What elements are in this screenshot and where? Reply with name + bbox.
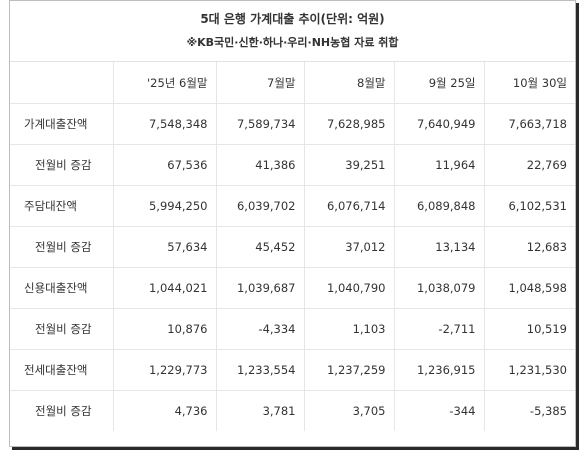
table-cell: 7,640,949 — [394, 103, 485, 145]
table-row: 주담대잔액 5,994,250 6,039,702 6,076,714 6,08… — [10, 185, 575, 227]
table-cell: 39,251 — [304, 144, 395, 186]
table-cell: 3,781 — [216, 390, 305, 431]
table-cell: -5,385 — [529, 404, 567, 418]
table-row: 전월비 증감 67,536 41,386 39,251 11,964 22,76… — [10, 144, 575, 186]
row-label: 전세대출잔액 — [10, 349, 114, 391]
table-cell: 1,044,021 — [113, 267, 217, 309]
table-cell: 6,089,848 — [394, 185, 485, 227]
table-cell: 1,048,598 — [484, 267, 575, 309]
page-title: 5대 은행 가계대출 추이(단위: 억원) — [200, 12, 385, 26]
table-cell: 6,039,702 — [216, 185, 305, 227]
table-cell: 7,628,985 — [304, 103, 395, 145]
row-label: 전월비 증감 — [10, 144, 114, 186]
table-cell: 1,236,915 — [394, 349, 485, 391]
table-row: 신용대출잔액 1,044,021 1,039,687 1,040,790 1,0… — [10, 267, 575, 309]
table-cell: -344 — [394, 390, 485, 431]
table-header-row: '25년 6월말 7월말 8월말 9월 25일 10월 30일 — [10, 62, 575, 104]
table-cell: 10,876 — [113, 308, 217, 350]
table-card: 5대 은행 가계대출 추이(단위: 억원) ※KB국민·신한·하나·우리·NH농… — [9, 0, 576, 447]
row-label: 전월비 증감 — [10, 226, 114, 268]
table-cell: 6,102,531 — [484, 185, 575, 227]
column-header-sep25: 9월 25일 — [394, 62, 485, 104]
table-cell: 37,012 — [304, 226, 395, 268]
table-cell: 12,683 — [484, 226, 575, 268]
table-cell: 7,548,348 — [113, 103, 217, 145]
table-cell: 45,452 — [216, 226, 305, 268]
table-cell: 5,994,250 — [113, 185, 217, 227]
source-note: ※KB국민·신한·하나·우리·NH농협 자료 취합 — [186, 36, 399, 49]
table-row: 전월비 증감 4,736 3,781 3,705 -344 -5,385 — [10, 390, 575, 431]
column-header-aug: 8월말 — [304, 62, 395, 104]
row-label: 전월비 증감 — [10, 390, 114, 431]
row-label: 주담대잔액 — [10, 185, 114, 227]
table-row: 전월비 증감 57,634 45,452 37,012 13,134 12,68… — [10, 226, 575, 268]
table-cell: 22,769 — [484, 144, 575, 186]
table-cell: 7,589,734 — [216, 103, 305, 145]
table-cell: 11,964 — [394, 144, 485, 186]
table-cell: 1,231,530 — [484, 349, 575, 391]
table-cell: 41,386 — [216, 144, 305, 186]
table-cell: 1,229,773 — [113, 349, 217, 391]
table-cell: -4,334 — [216, 308, 305, 350]
row-label: 전월비 증감 — [10, 308, 114, 350]
loan-balance-table: '25년 6월말 7월말 8월말 9월 25일 10월 30일 가계대출잔액 7… — [10, 62, 575, 431]
table-cell: 57,634 — [113, 226, 217, 268]
table-header: 5대 은행 가계대출 추이(단위: 억원) ※KB국민·신한·하나·우리·NH농… — [10, 1, 575, 62]
row-label: 신용대출잔액 — [10, 267, 114, 309]
table-cell: 6,076,714 — [304, 185, 395, 227]
table-cell: 1,103 — [304, 308, 395, 350]
column-header-oct30: 10월 30일 — [484, 62, 575, 104]
table-cell: 7,663,718 — [484, 103, 575, 145]
table-cell: 1,038,079 — [394, 267, 485, 309]
table-cell: 1,040,790 — [304, 267, 395, 309]
table-cell: 1,039,687 — [216, 267, 305, 309]
table-row: 전월비 증감 10,876 -4,334 1,103 -2,711 10,519 — [10, 308, 575, 350]
table-row: 전세대출잔액 1,229,773 1,233,554 1,237,259 1,2… — [10, 349, 575, 391]
table-row: 가계대출잔액 7,548,348 7,589,734 7,628,985 7,6… — [10, 103, 575, 145]
table-cell: -2,711 — [394, 308, 485, 350]
table-cell: 1,237,259 — [304, 349, 395, 391]
table-cell: 10,519 — [484, 308, 575, 350]
table-cell: 13,134 — [394, 226, 485, 268]
row-label: 가계대출잔액 — [10, 103, 114, 145]
column-header-jun: '25년 6월말 — [113, 62, 217, 104]
table-cell: 67,536 — [113, 144, 217, 186]
column-header-jul: 7월말 — [216, 62, 305, 104]
table-cell: 1,233,554 — [216, 349, 305, 391]
table-cell: 4,736 — [113, 390, 217, 431]
column-header-label — [10, 62, 114, 104]
table-cell: 3,705 — [304, 390, 395, 431]
